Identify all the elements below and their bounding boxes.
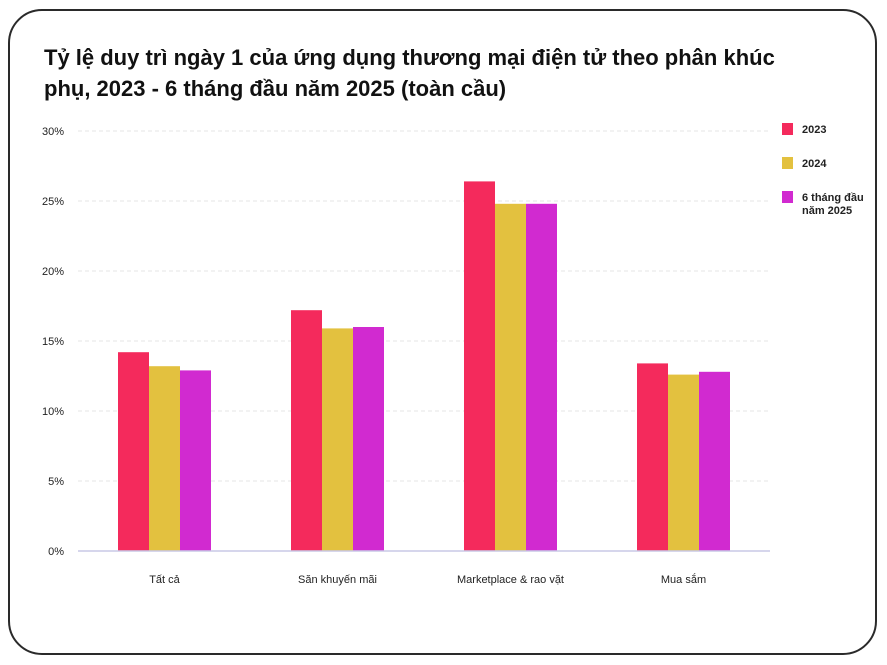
- legend-swatch: [782, 123, 793, 135]
- bar: [291, 310, 322, 551]
- y-tick-label: 20%: [42, 266, 64, 278]
- legend-label: 2023: [802, 124, 826, 136]
- y-tick-label: 10%: [42, 406, 64, 418]
- legend-swatch: [782, 157, 793, 169]
- bar: [149, 366, 180, 551]
- y-axis-ticks: 0% 5% 10% 15% 20% 25% 30%: [42, 126, 64, 558]
- y-tick-label: 0%: [48, 546, 64, 558]
- bar: [180, 370, 211, 551]
- bars: [118, 181, 730, 552]
- legend-swatch: [782, 191, 793, 203]
- bar: [668, 374, 699, 551]
- bar: [464, 181, 495, 551]
- y-tick-label: 5%: [48, 476, 64, 488]
- y-tick-label: 30%: [42, 126, 64, 138]
- legend: 2023 2024 6 tháng đầu năm 2025: [782, 123, 864, 217]
- bar: [637, 363, 668, 551]
- x-tick-label: Mua sắm: [661, 573, 706, 586]
- bar: [495, 203, 526, 552]
- bar: [526, 203, 557, 552]
- bar: [118, 352, 149, 551]
- x-tick-label: Tất cả: [149, 574, 180, 586]
- legend-label: 6 tháng đầu năm 2025: [802, 192, 864, 217]
- bar: [322, 328, 353, 551]
- y-tick-label: 25%: [42, 196, 64, 208]
- x-tick-label: Săn khuyến mãi: [298, 574, 377, 586]
- y-tick-label: 15%: [42, 336, 64, 348]
- bar: [699, 371, 730, 551]
- bar: [353, 327, 384, 551]
- chart-title: Tỷ lệ duy trì ngày 1 của ứng dụng thương…: [44, 45, 775, 101]
- x-axis-categories: Tất cả Săn khuyến mãi Marketplace & rao vặ…: [149, 573, 706, 586]
- x-tick-label: Marketplace & rao vặt: [457, 574, 564, 586]
- legend-label: 2024: [802, 158, 827, 170]
